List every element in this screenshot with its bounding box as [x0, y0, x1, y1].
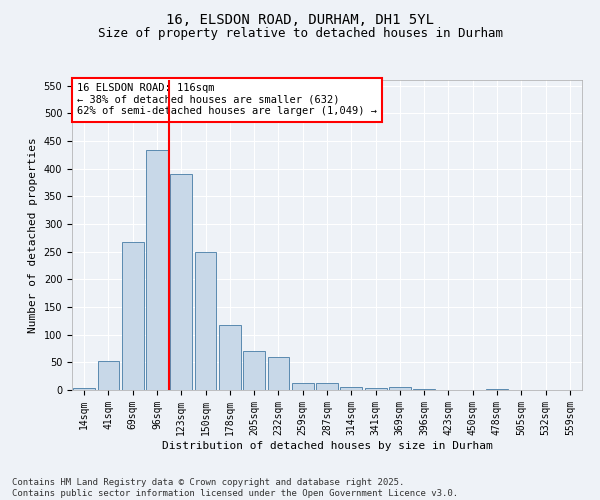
- Text: Size of property relative to detached houses in Durham: Size of property relative to detached ho…: [97, 28, 503, 40]
- Text: 16, ELSDON ROAD, DURHAM, DH1 5YL: 16, ELSDON ROAD, DURHAM, DH1 5YL: [166, 12, 434, 26]
- Y-axis label: Number of detached properties: Number of detached properties: [28, 137, 38, 333]
- Bar: [73, 388, 95, 390]
- Bar: [219, 325, 241, 390]
- Bar: [97, 361, 119, 390]
- Bar: [340, 386, 362, 390]
- Bar: [194, 252, 217, 390]
- Bar: [389, 387, 411, 390]
- Bar: [268, 357, 289, 390]
- X-axis label: Distribution of detached houses by size in Durham: Distribution of detached houses by size …: [161, 440, 493, 450]
- Bar: [146, 150, 168, 390]
- Bar: [292, 384, 314, 390]
- Bar: [122, 242, 143, 390]
- Text: Contains HM Land Registry data © Crown copyright and database right 2025.
Contai: Contains HM Land Registry data © Crown c…: [12, 478, 458, 498]
- Text: 16 ELSDON ROAD: 116sqm
← 38% of detached houses are smaller (632)
62% of semi-de: 16 ELSDON ROAD: 116sqm ← 38% of detached…: [77, 83, 377, 116]
- Bar: [170, 174, 192, 390]
- Bar: [316, 384, 338, 390]
- Bar: [365, 388, 386, 390]
- Bar: [243, 351, 265, 390]
